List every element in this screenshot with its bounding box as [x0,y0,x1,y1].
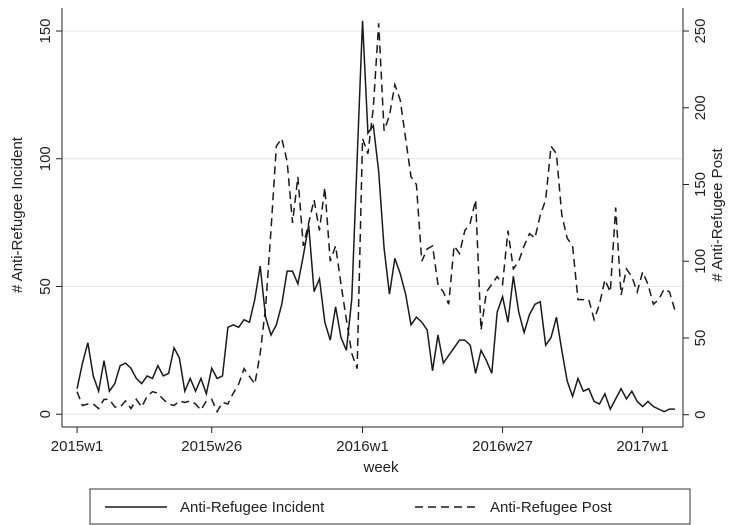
data-line [76,23,676,414]
legend-label: Anti-Refugee Post [490,499,613,516]
y-tick-label: 150 [37,18,54,43]
data-line [76,20,675,413]
x-tick-label: 2017w1 [616,438,669,455]
y2-axis-label: # Anti-Refugee Post [709,147,726,281]
x-tick-label: 2016w1 [336,438,389,455]
x-tick-label: 2015w1 [51,438,104,455]
y2-tick-label: 100 [692,249,709,274]
y-axis-label: # Anti-Refugee Incident [9,136,26,293]
y2-tick-label: 50 [692,330,709,347]
x-axis-label: week [362,459,399,476]
y-tick-label: 50 [37,278,54,295]
y-tick-label: 100 [37,146,54,171]
legend-label: Anti-Refugee Incident [180,499,325,516]
x-tick-label: 2015w26 [181,438,242,455]
y2-tick-label: 250 [692,19,709,44]
y-tick-label: 0 [37,410,54,418]
y2-tick-label: 200 [692,95,709,120]
x-tick-label: 2016w27 [472,438,533,455]
y2-tick-label: 0 [692,411,709,419]
y2-tick-label: 150 [692,172,709,197]
legend-box [89,488,691,525]
